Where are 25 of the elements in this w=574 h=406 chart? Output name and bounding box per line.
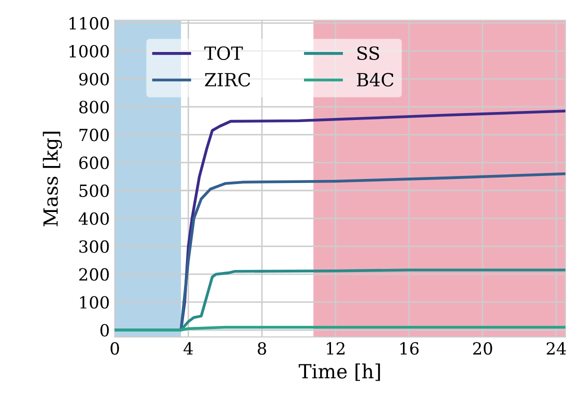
legend-label: ZIRC bbox=[204, 72, 250, 87]
x-tick-label: 12 bbox=[326, 342, 344, 355]
y-tick-label: 0 bbox=[100, 324, 109, 337]
y-tick-label: 600 bbox=[79, 156, 109, 170]
y-tick-label: 400 bbox=[78, 212, 109, 225]
x-tick-label: 24 bbox=[546, 342, 566, 355]
legend-label: TOT bbox=[204, 46, 243, 60]
legend-label: B4C bbox=[356, 72, 394, 87]
y-tick-label: 900 bbox=[79, 72, 109, 86]
y-tick-label: 100 bbox=[80, 296, 109, 309]
y-tick-label: 700 bbox=[80, 128, 109, 142]
y-tick-label: 200 bbox=[79, 268, 109, 281]
y-tick-label: 800 bbox=[79, 100, 109, 114]
y-axis-title: Mass [kg] bbox=[42, 132, 62, 226]
x-tick-label: 8 bbox=[258, 342, 266, 355]
y-tick-label: 1000 bbox=[70, 44, 109, 58]
legend-label: SS bbox=[357, 46, 380, 60]
x-tick-label: 4 bbox=[184, 342, 193, 355]
y-tick-label: 1100 bbox=[70, 17, 109, 30]
x-tick-label: 16 bbox=[400, 342, 419, 355]
x-tick-label: 0 bbox=[110, 342, 119, 355]
y-tick-label: 500 bbox=[80, 184, 109, 198]
y-tick-label: 300 bbox=[79, 240, 109, 253]
x-axis-title: Time [h] bbox=[298, 364, 380, 381]
x-tick-label: 20 bbox=[473, 342, 492, 355]
